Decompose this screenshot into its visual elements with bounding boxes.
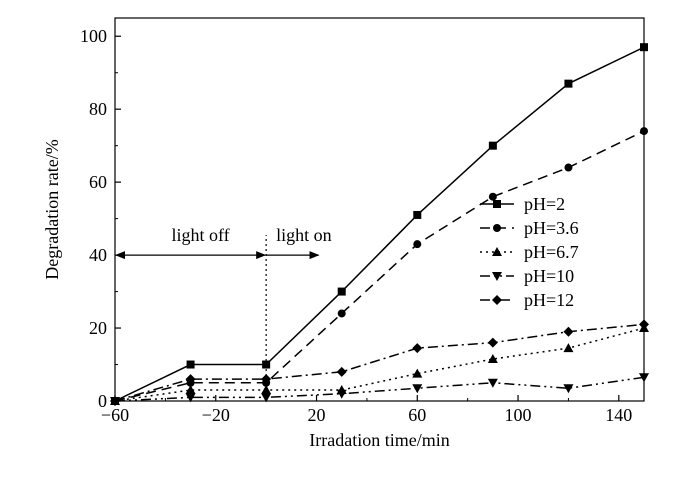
data-point [412,343,423,354]
x-axis-title: Irradation time/min [309,430,449,450]
data-point [336,366,347,377]
data-point [337,309,346,318]
data-point [185,393,196,403]
data-point [412,368,423,378]
y-tick-label: 40 [89,245,107,265]
x-tick-label: 20 [308,405,326,425]
data-point [186,360,195,369]
annotations: light off light on [115,225,332,401]
legend-label: pH=3.6 [524,218,579,238]
y-tick-label: 20 [89,318,107,338]
data-point [488,192,497,201]
series-line-5 [114,323,645,402]
data-point [413,210,422,219]
legend-label: pH=6.7 [524,242,579,262]
data-point [336,389,347,399]
data-point [564,163,573,172]
data-point [337,287,346,296]
y-tick-label: 80 [89,99,107,119]
data-point [412,384,423,394]
axes: −60 −20 20 60 100 140 0 20 40 60 80 100 [80,17,645,425]
legend-label: pH=2 [524,194,565,214]
legend-marker [493,224,501,232]
data-point [487,354,498,364]
legend-marker [492,295,502,305]
data-point [185,374,196,385]
y-tick-label: 60 [89,172,107,192]
legend-marker [492,272,502,281]
legend-label: pH=10 [524,266,574,286]
data-point [563,343,574,353]
data-point [564,79,573,88]
y-tick-label: 0 [98,391,107,411]
x-tick-label: 60 [408,405,426,425]
x-tick-label: 140 [605,405,632,425]
legend-marker [492,247,502,256]
legend: pH=2 pH=3.6 pH=6.7 pH=10 pH=12 [480,194,579,310]
data-point [488,141,497,150]
y-tick-label: 100 [80,26,107,46]
light-off-label: light off [171,225,229,245]
data-point [261,393,272,403]
data-point [487,378,498,388]
data-point [487,337,498,348]
series-line-1 [114,46,645,402]
series-line-3 [114,327,645,402]
x-tick-label: 100 [505,405,532,425]
y-axis-title: Degradation rate/% [42,139,62,279]
legend-marker [493,200,501,208]
data-point [185,385,196,395]
plot-frame [114,17,645,402]
x-tick-label: −60 [101,405,129,425]
data-point [413,240,422,249]
series-lines [114,46,645,402]
x-tick-label: −20 [202,405,230,425]
light-on-label: light on [276,225,332,245]
data-point [563,326,574,337]
data-point [563,384,574,394]
legend-label: pH=12 [524,290,574,310]
series-line-4 [114,376,645,402]
series-line-2 [114,130,645,402]
